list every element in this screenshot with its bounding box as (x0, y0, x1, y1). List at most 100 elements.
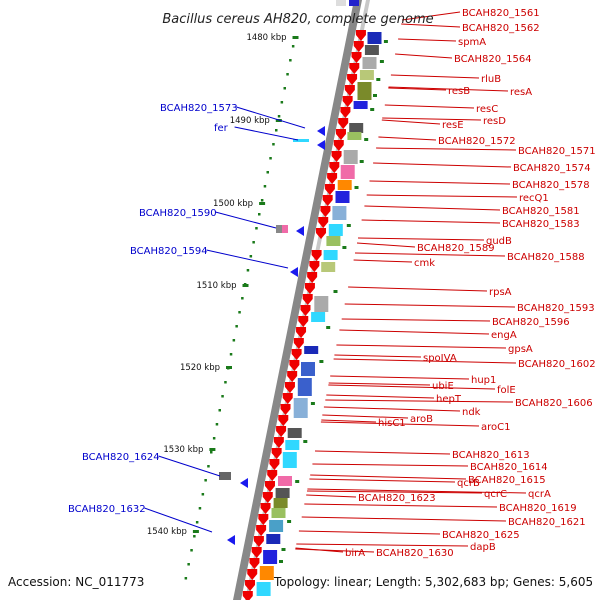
gene-label: BCAH820_1614 (470, 462, 548, 473)
gene-label-left: BCAH820_1632 (68, 504, 146, 515)
label-leader-line (206, 249, 289, 269)
feature-marker (370, 108, 375, 111)
label-leader-line (307, 488, 527, 494)
tick-dot (218, 409, 221, 412)
gene-label: BCAH820_1583 (502, 219, 580, 230)
gene-arrow (296, 327, 307, 338)
gene-label: BCAH820_1589 (417, 243, 495, 254)
label-leader-line (341, 318, 491, 322)
feature-box (353, 101, 368, 109)
feature-marker (376, 78, 381, 81)
tick-mark (292, 36, 299, 39)
tick-mark (209, 448, 216, 451)
feature-marker (287, 520, 292, 523)
tick-dot (184, 577, 188, 580)
feature-box (347, 132, 362, 140)
feature-marker (364, 138, 369, 141)
label-leader-line (334, 354, 422, 358)
label-leader-line (309, 478, 456, 483)
feature-marker (342, 246, 347, 249)
gene-label: BCAH820_1574 (513, 163, 591, 174)
label-leader-line (158, 455, 221, 477)
gene-label-left: fer (214, 123, 229, 134)
gene-arrow (307, 272, 318, 283)
gene-label: qcrA (528, 489, 551, 500)
feature-marker (326, 326, 331, 329)
label-leader-line (388, 87, 447, 91)
label-leader-line (328, 382, 431, 386)
feature-box (364, 45, 379, 55)
feature-box (273, 498, 288, 508)
gene-label: resC (476, 104, 498, 115)
gene-label: BCAH820_1578 (512, 180, 590, 191)
feature-box (266, 534, 281, 544)
gene-arrow (300, 305, 311, 316)
gene-label: birA (345, 548, 365, 559)
label-leader-line (398, 38, 457, 42)
gene-label-left: BCAH820_1624 (82, 452, 160, 463)
tick-dot (195, 521, 199, 524)
tick-dot (269, 157, 272, 160)
gene-label: BCAH820_1596 (492, 317, 570, 328)
label-leader-line (373, 162, 512, 168)
gene-arrow (269, 459, 280, 470)
gene-arrows (242, 30, 366, 600)
gene-arrow (349, 63, 360, 74)
gene-label: ubiE (432, 381, 454, 392)
top-feature-box (349, 0, 359, 6)
gene-label: BCAH820_1623 (358, 493, 436, 504)
label-leader-line (344, 303, 516, 308)
feature-box (323, 250, 338, 260)
gene-label: aroC1 (481, 422, 510, 433)
tick-dot (187, 563, 190, 566)
gene-label: rpsA (489, 287, 512, 298)
gene-label: engA (491, 330, 517, 341)
feature-box (362, 57, 377, 69)
label-leader-line (215, 211, 277, 229)
feature-box (287, 428, 302, 438)
gene-arrow (316, 228, 327, 239)
feature-box (282, 452, 297, 468)
label-leader-line (336, 344, 507, 349)
gene-arrow (291, 349, 302, 360)
tick-dot (212, 437, 216, 440)
tick-dot (204, 479, 207, 482)
label-leader-line (326, 394, 435, 399)
gene-label: BCAH820_1602 (518, 359, 596, 370)
label-leader-line (322, 414, 409, 419)
tick-dot (286, 73, 289, 76)
feature-marker (346, 224, 351, 227)
gene-arrow (284, 382, 295, 393)
feature-box (332, 206, 347, 220)
feature-marker (383, 40, 388, 43)
tick-label: 1530 kbp (163, 445, 203, 455)
gene-arrow (245, 580, 256, 591)
label-leader-line (144, 507, 213, 533)
feature-box (293, 139, 309, 142)
feature-marker (303, 440, 308, 443)
label-leader-line (330, 375, 470, 380)
feature-box (367, 32, 382, 44)
label-leader-line (236, 106, 306, 129)
gene-label: hepT (436, 394, 462, 405)
label-leader-line (306, 490, 483, 494)
feature-marker (310, 402, 315, 405)
gene-label: BCAH820_1606 (515, 398, 593, 409)
feature-box (282, 225, 288, 233)
feature-box (293, 398, 308, 418)
gene-arrow (342, 96, 353, 107)
tick-dot (238, 311, 241, 314)
reverse-strand-markers (219, 126, 325, 545)
gene-arrow (355, 30, 366, 41)
feature-boxes (256, 32, 388, 596)
tick-dot (275, 129, 278, 132)
gene-arrow (256, 525, 267, 536)
tick-dot (190, 549, 193, 552)
feature-marker (319, 360, 324, 363)
gene-label-left: BCAH820_1590 (139, 208, 217, 219)
gene-label: recQ1 (519, 193, 549, 204)
tick-dot (246, 269, 250, 272)
tick-dot (229, 353, 233, 356)
